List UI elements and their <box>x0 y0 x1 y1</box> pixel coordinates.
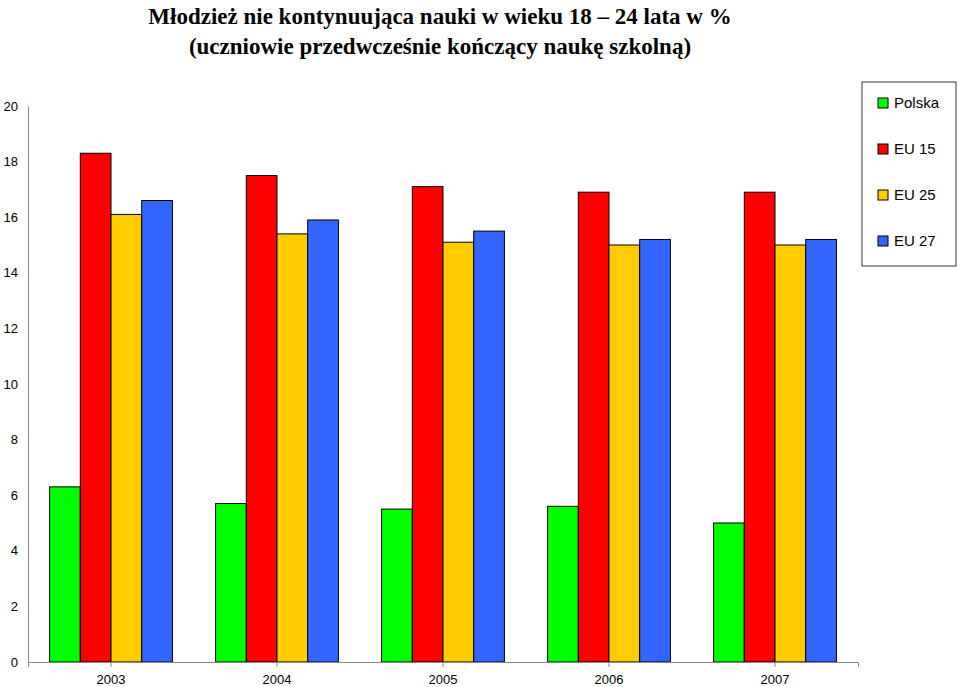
bar <box>216 504 247 662</box>
x-tick: 2007 <box>761 662 790 687</box>
legend: Polska EU 15 EU 25 EU 27 <box>862 82 956 266</box>
y-tick: 12 <box>4 321 28 336</box>
x-tick: 2004 <box>263 662 292 687</box>
y-tick: 10 <box>4 377 28 392</box>
legend-label: EU 15 <box>894 140 936 157</box>
series <box>80 153 775 662</box>
title: Młodzież nie kontynuująca nauki w wieku … <box>148 4 731 29</box>
bar <box>412 187 443 662</box>
y-tick-label: 6 <box>11 488 18 503</box>
y-tick: 6 <box>11 488 28 503</box>
x-tick-label: 2004 <box>263 672 292 687</box>
bar <box>382 509 413 662</box>
x-tick-mark <box>609 662 610 667</box>
subtitle: (uczniowie przedwcześnie kończący naukę … <box>189 34 691 59</box>
y-tick: 14 <box>4 265 28 280</box>
x-tick-mark <box>443 662 444 667</box>
y-tick: 8 <box>11 432 28 447</box>
bar <box>744 192 775 662</box>
x-tick: 2006 <box>595 662 624 687</box>
x-tick-mark <box>277 662 278 667</box>
series <box>111 214 806 662</box>
bar <box>474 231 505 662</box>
legend-swatch <box>878 236 888 246</box>
y-tick-label: 8 <box>11 432 18 447</box>
x-axis: 2003 2004 2005 2006 2007 <box>29 662 859 687</box>
chart: Młodzież nie kontynuująca nauki w wieku … <box>0 0 960 687</box>
x-axis-line <box>29 663 859 668</box>
bar <box>50 487 81 662</box>
bar <box>308 220 339 662</box>
bar <box>714 523 745 662</box>
y-axis: 0 2 4 6 8 10 12 14 16 18 20 <box>4 99 29 670</box>
y-tick-label: 4 <box>11 543 18 558</box>
legend-swatch <box>878 190 888 200</box>
bar <box>640 239 671 662</box>
legend-label: Polska <box>894 94 940 111</box>
x-tick: 2003 <box>97 662 126 687</box>
y-tick: 18 <box>4 154 28 169</box>
bar <box>277 234 308 662</box>
y-tick: 2 <box>11 599 28 614</box>
y-tick-label: 2 <box>11 599 18 614</box>
y-tick-label: 12 <box>4 321 18 336</box>
y-axis-line <box>28 107 29 663</box>
series <box>142 201 837 662</box>
bar <box>578 192 609 662</box>
bar <box>111 214 142 662</box>
y-tick-label: 16 <box>4 210 18 225</box>
x-tick: 2005 <box>429 662 458 687</box>
bar <box>246 176 277 663</box>
bar <box>806 239 837 662</box>
bar <box>80 153 111 662</box>
x-tick-mark <box>775 662 776 667</box>
y-tick: 16 <box>4 210 28 225</box>
x-tick-mark <box>111 662 112 667</box>
legend-swatch <box>878 144 888 154</box>
y-tick-label: 14 <box>4 265 18 280</box>
legend-swatch <box>878 98 888 108</box>
legend-box <box>862 82 956 266</box>
legend-label: EU 25 <box>894 186 936 203</box>
bar <box>142 201 173 662</box>
bar <box>443 242 474 662</box>
y-tick-label: 0 <box>11 655 18 670</box>
y-tick: 0 <box>11 655 28 670</box>
bar <box>775 245 806 662</box>
bars <box>50 153 837 662</box>
y-tick: 20 <box>4 99 28 114</box>
y-tick-label: 20 <box>4 99 18 114</box>
bar <box>609 245 640 662</box>
legend-label: EU 27 <box>894 232 936 249</box>
x-tick-label: 2003 <box>97 672 126 687</box>
bar <box>548 506 579 662</box>
x-tick-label: 2005 <box>429 672 458 687</box>
x-tick-label: 2007 <box>761 672 790 687</box>
y-tick: 4 <box>11 543 28 558</box>
y-tick-label: 10 <box>4 377 18 392</box>
y-tick-label: 18 <box>4 154 18 169</box>
x-tick-label: 2006 <box>595 672 624 687</box>
